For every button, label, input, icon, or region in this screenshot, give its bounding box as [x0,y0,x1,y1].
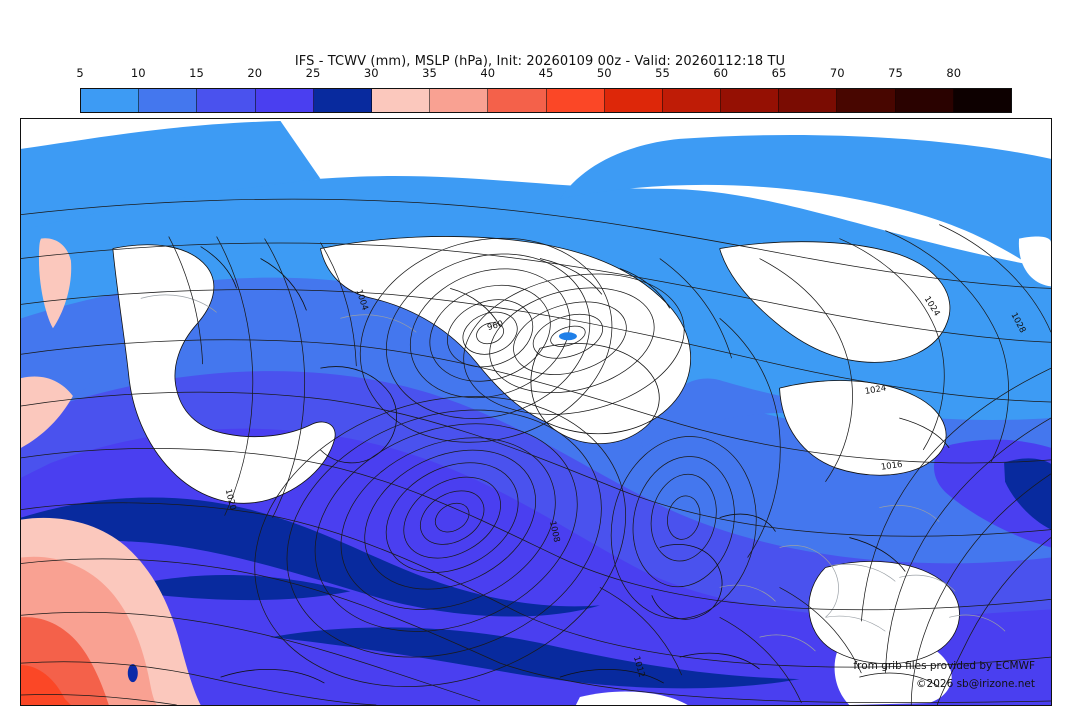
colorbar-tick: 35 [422,66,437,80]
colorbar-tick-labels: 5 10 15 20 25 30 35 40 45 50 55 60 65 70 75 80 [76,66,1012,84]
colorbar-segment [895,89,954,112]
svg-text:960: 960 [486,318,504,332]
colorbar-tick: 65 [771,66,787,80]
colorbar-tick: 25 [305,66,321,80]
low-centre-marker [558,332,577,341]
mslp-contours [21,198,1051,705]
credit-source: from grib files provided by ECMWF [853,660,1035,672]
colorbar-segment [837,89,896,112]
colorbar-tick: 15 [189,66,204,80]
colorbar-segment [313,89,372,112]
colorbar-segment [721,89,780,112]
colorbar-segment [255,89,314,112]
page-title: IFS - TCWV (mm), MSLP (hPa), Init: 20260… [294,54,786,69]
colorbar-segment [430,89,489,112]
svg-text:1008: 1008 [548,520,562,543]
credit-copyright: ©2026 sb@irizone.net [916,678,1035,690]
coastlines [112,236,960,688]
colorbar-segment [604,89,663,112]
map-canvas: 1016 1024 1004 1008 1012 1020 1028 1024 … [21,119,1051,705]
colorbar-tick: 20 [247,66,263,80]
colorbar-segment [546,89,605,112]
colorbar-tick: 10 [130,66,146,80]
colorbar-tick: 45 [538,66,554,80]
colorbar-tick: 75 [888,66,903,80]
colorbar-tick: 70 [829,66,845,80]
colorbar-segment [662,89,722,112]
colorbar-segment [139,89,198,112]
colorbar-tick: 50 [596,66,612,80]
colorbar-segment [488,89,547,112]
colorbar-gradient [80,88,1012,113]
colorbar-segment [371,89,431,112]
colorbar-tick: 5 [76,66,84,80]
colorbar-segment [779,89,838,112]
colorbar-tick: 30 [363,66,379,80]
svg-text:1024: 1024 [864,382,887,396]
colorbar-segment [197,89,256,112]
svg-text:1016: 1016 [880,459,903,472]
colorbar-tick: 55 [655,66,670,80]
colorbar: 5 10 15 20 25 30 35 40 45 50 55 60 65 70 75 80 [76,66,1012,113]
colorbar-tick: 60 [713,66,729,80]
colorbar-segment [953,89,1011,112]
colorbar-segment [81,89,140,112]
colorbar-tick: 40 [480,66,496,80]
colorbar-tick: 80 [946,66,962,80]
weather-map[interactable]: 1016 1024 1004 1008 1012 1020 1028 1024 … [20,118,1052,706]
